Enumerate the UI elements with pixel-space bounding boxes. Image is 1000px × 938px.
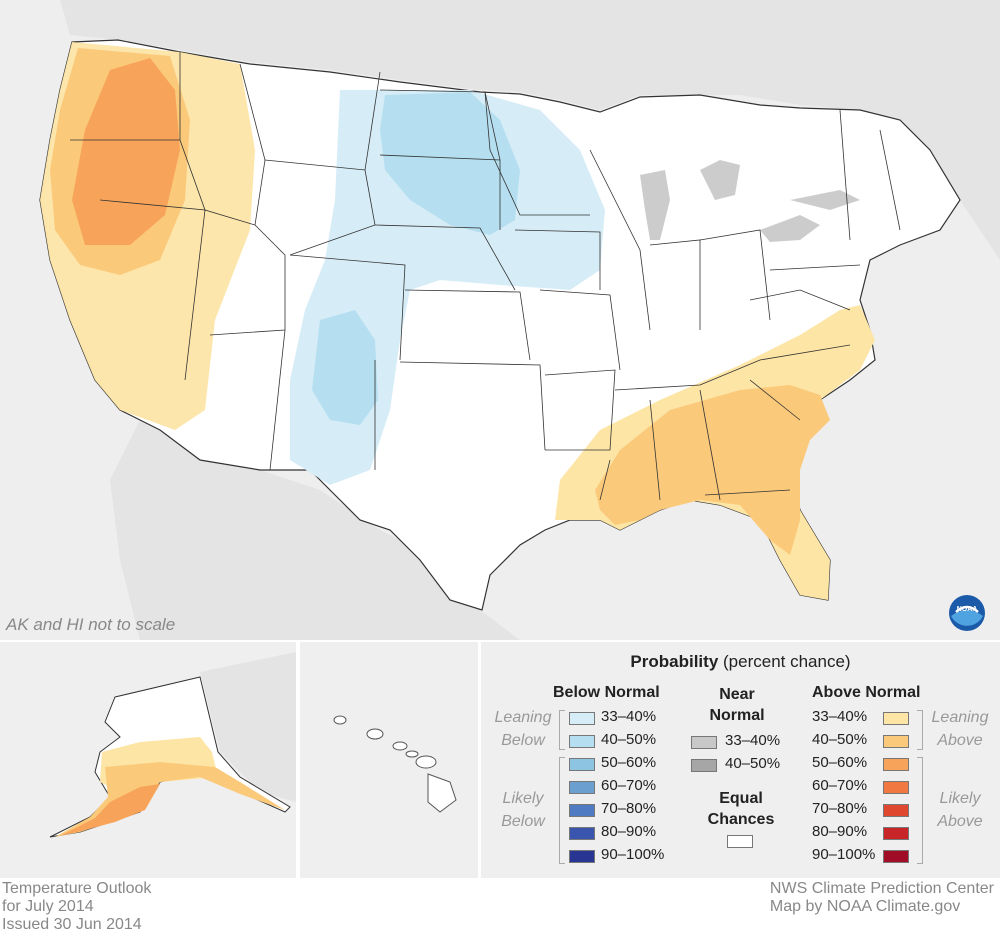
- footer-issued: Issued 30 Jun 2014: [2, 916, 142, 933]
- svg-text:NOAA: NOAA: [957, 606, 978, 613]
- below-swatch-2: [569, 735, 595, 748]
- near-head-line2: Normal: [709, 707, 765, 724]
- below-swatch-3: [569, 758, 595, 771]
- near-swatch-1: [691, 736, 717, 749]
- near-normal-head: Near Normal: [707, 684, 767, 726]
- legend: Probability (percent chance) Below Norma…: [481, 642, 1000, 878]
- above-label-4: 60–70%: [812, 777, 868, 794]
- below-swatch-7: [569, 850, 595, 863]
- near-label-1: 33–40%: [725, 732, 781, 749]
- below-swatch-6: [569, 827, 595, 840]
- legend-title-rest: (percent chance): [718, 652, 851, 671]
- below-swatch-5: [569, 804, 595, 817]
- above-label-1: 33–40%: [812, 708, 868, 725]
- se-above-40: [595, 385, 830, 555]
- footer-left: Temperature Outlook for July 2014 Issued…: [2, 880, 151, 934]
- footer-period: for July 2014: [2, 898, 94, 915]
- hawaii-map: [333, 715, 457, 813]
- west-above-50: [72, 58, 180, 245]
- above-label-3: 50–60%: [812, 754, 868, 771]
- likely-above-bracket: [917, 757, 923, 864]
- below-label-2: 40–50%: [601, 731, 657, 748]
- conus-map: [0, 0, 1000, 640]
- mexico-land: [110, 420, 520, 640]
- below-label-7: 90–100%: [601, 846, 665, 863]
- above-swatch-6: [883, 827, 909, 840]
- near-label-2: 40–50%: [725, 755, 781, 772]
- leaning-above-label: Leaning Above: [931, 709, 989, 749]
- state-boundaries: [70, 52, 901, 501]
- conus-map-canvas: [39, 0, 1000, 640]
- above-swatch-3: [883, 758, 909, 771]
- scale-note: AK and HI not to scale: [6, 615, 176, 634]
- north-below-40: [380, 92, 520, 235]
- likely-below-label: Likely Below: [501, 790, 545, 830]
- above-label-6: 80–90%: [812, 823, 868, 840]
- hawaii-inset: [300, 642, 478, 878]
- near-swatch-2: [691, 759, 717, 772]
- below-swatch-1: [569, 712, 595, 725]
- below-label-5: 70–80%: [601, 800, 657, 817]
- canada-ak-land: [200, 652, 296, 802]
- above-swatch-1: [883, 712, 909, 725]
- alaska-map: [49, 652, 296, 838]
- below-label-1: 33–40%: [601, 708, 657, 725]
- above-label-5: 70–80%: [812, 800, 868, 817]
- noaa-logo: NOAA: [949, 595, 985, 631]
- equal-chances-swatch: [727, 835, 753, 848]
- alaska-inset: [0, 642, 296, 878]
- below-normal-head: Below Normal: [553, 684, 660, 701]
- likely-above-label: Likely Above: [937, 790, 983, 830]
- likely-below-bracket: [559, 757, 565, 864]
- above-label-7: 90–100%: [812, 846, 876, 863]
- leaning-below-bracket: [559, 710, 565, 750]
- footer-credit: Map by NOAA Climate.gov: [769, 898, 961, 915]
- leaning-above-bracket: [917, 710, 923, 750]
- below-swatch-4: [569, 781, 595, 794]
- above-normal-head: Above Normal: [812, 684, 921, 701]
- below-label-4: 60–70%: [601, 777, 657, 794]
- hawaii-islands: [333, 715, 457, 813]
- above-swatch-4: [883, 781, 909, 794]
- alaska-above-50: [60, 784, 160, 836]
- south-below-40: [312, 310, 378, 425]
- footer-right: NWS Climate Prediction Center Map by NOA…: [770, 880, 994, 916]
- footer-source: NWS Climate Prediction Center: [769, 880, 994, 897]
- equal-chances-head: Equal Chances: [707, 790, 775, 828]
- near-head-line1: Near: [719, 686, 755, 703]
- legend-title: Probability (percent chance): [481, 652, 1000, 672]
- above-swatch-2: [883, 735, 909, 748]
- above-label-2: 40–50%: [812, 731, 868, 748]
- above-swatch-7: [883, 850, 909, 863]
- leaning-below-label: Leaning Below: [494, 709, 552, 749]
- legend-title-bold: Probability: [630, 652, 719, 671]
- below-label-3: 50–60%: [601, 754, 657, 771]
- footer-title: Temperature Outlook: [2, 880, 152, 897]
- above-swatch-5: [883, 804, 909, 817]
- below-label-6: 80–90%: [601, 823, 657, 840]
- canada-land: [60, 0, 1000, 260]
- great-lakes: [640, 160, 860, 242]
